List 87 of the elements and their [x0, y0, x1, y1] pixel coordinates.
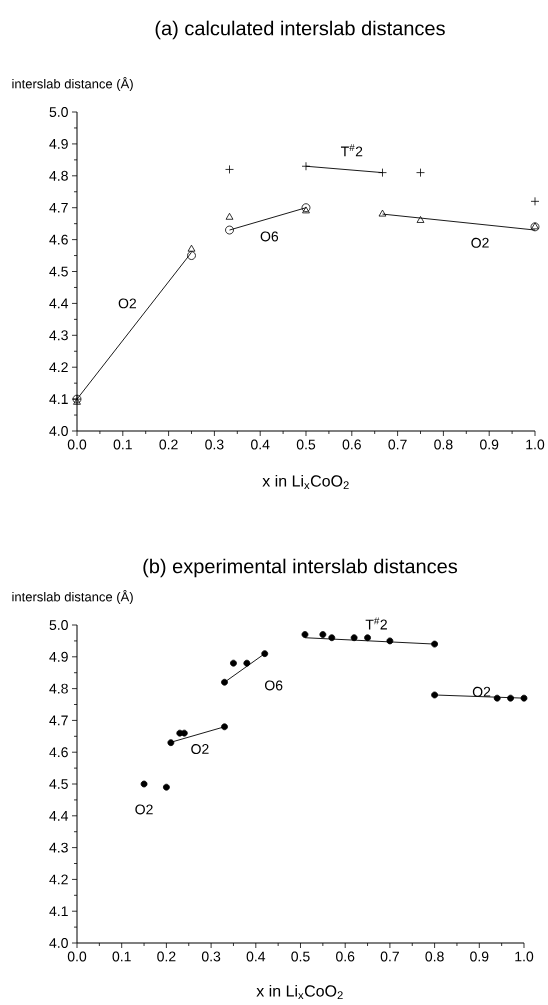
- x-tick-label: 0.8: [434, 439, 453, 450]
- annotation: O6: [260, 231, 279, 242]
- point: [221, 678, 228, 686]
- y-tick-label: 4.2: [49, 362, 68, 373]
- y-tick-label: 4.4: [49, 811, 69, 821]
- y-tick-label: 4.1: [49, 906, 68, 917]
- point: [493, 694, 501, 702]
- y-axis-title: interslab distance (Å): [12, 590, 133, 605]
- point: [225, 212, 234, 220]
- point: [187, 251, 196, 260]
- point: [230, 659, 237, 667]
- point: [520, 694, 528, 702]
- y-tick-label: 4.7: [49, 202, 68, 213]
- point: [416, 216, 425, 223]
- x-tick-label: 0.5: [296, 439, 316, 450]
- x-tick-label: 0.2: [159, 439, 178, 450]
- point: [328, 634, 336, 642]
- y-tick-label: 5.0: [49, 620, 68, 630]
- x-tick-label: 0.7: [388, 439, 407, 450]
- x-tick-label: 0.2: [157, 951, 176, 962]
- chart-title: (a) calculated interslab distances: [155, 20, 445, 40]
- x-tick-label: 1.0: [515, 951, 534, 962]
- point: [187, 244, 196, 252]
- y-tick-label: 4.3: [49, 842, 68, 853]
- annotation: T$^{#}$2: [365, 617, 387, 630]
- point: [386, 637, 394, 645]
- point: [431, 640, 438, 648]
- point: [261, 650, 269, 658]
- x-tick-label: 0.5: [291, 951, 310, 962]
- annotation: O6: [264, 680, 283, 691]
- y-tick-label: 4.7: [49, 715, 68, 726]
- x-tick-label: 0.8: [425, 951, 444, 962]
- x-tick-label: 0.4: [246, 951, 266, 962]
- point: [221, 723, 228, 731]
- point: [301, 161, 311, 171]
- y-tick-label: 4.3: [49, 330, 68, 341]
- chart-title: (b) experimental interslab distances: [143, 558, 458, 578]
- y-tick-label: 4.9: [49, 138, 68, 149]
- x-tick-label: 0.6: [335, 951, 355, 962]
- x-tick-label: 0.7: [380, 951, 399, 962]
- x-tick-label: 0.6: [342, 439, 361, 450]
- x-tick-label: 0.1: [113, 439, 132, 450]
- y-tick-label: 4.5: [49, 266, 68, 277]
- y-tick-label: 4.8: [49, 170, 68, 181]
- x-axis-title: x in Li$_{x}$CoO$_{2}$: [262, 474, 349, 490]
- point: [225, 225, 234, 235]
- y-tick-label: 4.0: [49, 938, 68, 948]
- point: [180, 729, 188, 737]
- annotation: O2: [118, 298, 136, 309]
- point: [140, 780, 148, 788]
- point: [301, 631, 309, 638]
- point: [431, 691, 438, 699]
- y-tick-label: 4.6: [49, 234, 68, 245]
- y-tick-label: 4.8: [49, 683, 68, 694]
- point: [167, 739, 175, 747]
- annotation: O2: [472, 686, 491, 697]
- y-tick-label: 4.0: [49, 426, 68, 436]
- point: [507, 694, 514, 702]
- x-tick-label: 0.4: [250, 439, 270, 450]
- x-tick-label: 0.0: [67, 439, 87, 450]
- y-tick-label: 4.1: [49, 394, 68, 404]
- x-tick-label: 0.1: [112, 951, 131, 962]
- x-tick-label: 0.3: [205, 439, 224, 450]
- annotation: O2: [471, 237, 489, 248]
- y-tick-label: 5.0: [49, 107, 68, 117]
- y-tick-label: 4.9: [49, 651, 68, 662]
- point: [162, 783, 170, 791]
- annotation: O2: [191, 744, 209, 754]
- x-axis-title: x in Li$_{x}$CoO$_{2}$: [256, 984, 343, 1000]
- point: [364, 634, 371, 642]
- annotation: O2: [135, 804, 153, 815]
- x-tick-label: 0.3: [201, 951, 221, 962]
- x-tick-label: 0.0: [67, 951, 87, 962]
- annotation: T$^{#}$2: [340, 144, 363, 157]
- point: [350, 634, 358, 642]
- y-tick-label: 4.4: [49, 298, 69, 309]
- y-tick-label: 4.2: [49, 874, 68, 885]
- x-tick-label: 0.9: [479, 439, 499, 450]
- x-tick-label: 0.9: [470, 951, 489, 962]
- point: [243, 659, 251, 667]
- point: [530, 196, 540, 206]
- y-axis-title: interslab distance (Å): [12, 76, 133, 92]
- y-tick-label: 4.5: [49, 779, 68, 789]
- x-tick-label: 1.0: [526, 439, 545, 450]
- point: [319, 631, 327, 638]
- point: [378, 209, 387, 217]
- y-tick-label: 4.6: [49, 747, 68, 758]
